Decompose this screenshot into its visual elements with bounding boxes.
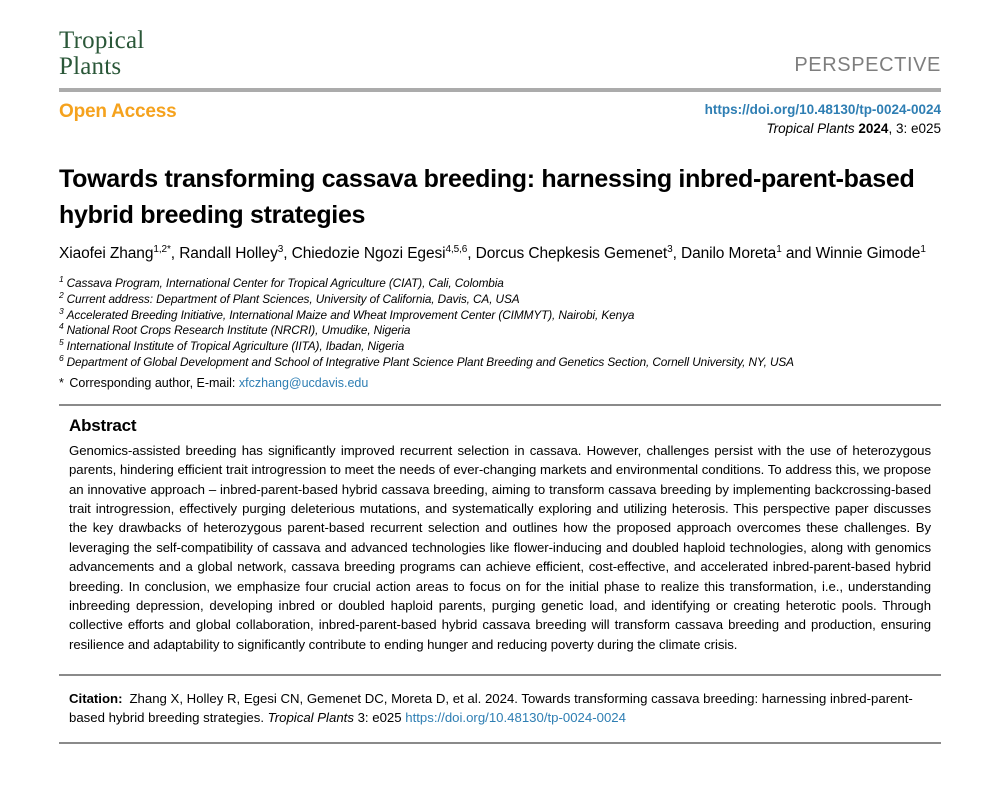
corresponding-star: * xyxy=(59,375,64,390)
citation-issue: 3: e025 xyxy=(353,710,406,726)
doi-link[interactable]: https://doi.org/10.48130/tp-0024-0024 xyxy=(704,102,941,117)
citation-journal-name: Tropical Plants xyxy=(267,710,354,726)
affiliation-item: 5 International Institute of Tropical Agr… xyxy=(59,337,405,354)
citation-label: Citation: xyxy=(69,691,123,707)
page-title: Towards transforming cassava breeding: h… xyxy=(59,165,915,229)
citation-section: Citation: Zhang X, Holley R, Egesi CN, Ge… xyxy=(59,674,941,745)
abstract-heading: Abstract xyxy=(69,415,137,435)
journal-logo-line2: Plants xyxy=(59,53,122,80)
journal-year: 2024 xyxy=(858,121,889,136)
access-row: Open Access https://doi.org/10.48130/tp-… xyxy=(59,101,941,137)
author: Danilo Moreta1 xyxy=(680,243,782,262)
affiliation-item: 4 National Root Crops Research Institute … xyxy=(59,321,411,338)
corresponding-prefix: Corresponding author, E-mail: xyxy=(65,375,239,390)
header-divider xyxy=(59,88,941,92)
author: Randall Holley3 xyxy=(179,243,284,262)
journal-logo-line1: Tropical xyxy=(59,27,145,54)
journal-reference: Tropical Plants 2024, 3: e025 xyxy=(705,120,941,137)
citation-text: Zhang X, Holley R, Egesi CN, Gemenet DC,… xyxy=(69,691,913,726)
author-list: Xiaofei Zhang1,2*, Randall Holley3, Chie… xyxy=(59,243,926,262)
article-type-label: PERSPECTIVE xyxy=(794,54,941,76)
author: Dorcus Chepkesis Gemenet3 xyxy=(475,243,673,262)
affiliation-item: 2 Current address: Department of Plant Sc… xyxy=(59,289,520,306)
affiliation-list: 1 Cassava Program, International Center f… xyxy=(59,274,941,371)
affiliation-item: 3 Accelerated Breeding Initiative, Intern… xyxy=(59,305,635,322)
author: Winnie Gimode1 xyxy=(815,243,926,262)
corresponding-author-line: * Corresponding author, E-mail: xfczhang… xyxy=(59,375,941,391)
open-access-badge: Open Access xyxy=(59,101,177,122)
reference-block: https://doi.org/10.48130/tp-0024-0024 Tr… xyxy=(705,101,941,137)
affiliation-item: 1 Cassava Program, International Center f… xyxy=(59,274,504,290)
email-link[interactable]: xfczhang@ucdavis.edu xyxy=(238,375,369,390)
affiliation-item: 6 Department of Global Development and Sc… xyxy=(59,353,794,369)
abstract-section: Abstract Genomics-assisted breeding has … xyxy=(59,403,941,654)
author: Chiedozie Ngozi Egesi4,5,6 xyxy=(291,243,468,262)
journal-name: Tropical Plants xyxy=(766,121,859,136)
journal-issue: , 3: e025 xyxy=(888,121,941,136)
journal-header: Tropical Plants PERSPECTIVE xyxy=(59,28,941,80)
citation-doi-link[interactable]: https://doi.org/10.48130/tp-0024-0024 xyxy=(405,710,626,726)
abstract-text: Genomics-assisted breeding has significa… xyxy=(69,442,931,652)
author: Xiaofei Zhang1,2* xyxy=(59,243,171,262)
journal-logo: Tropical Plants xyxy=(59,28,144,80)
